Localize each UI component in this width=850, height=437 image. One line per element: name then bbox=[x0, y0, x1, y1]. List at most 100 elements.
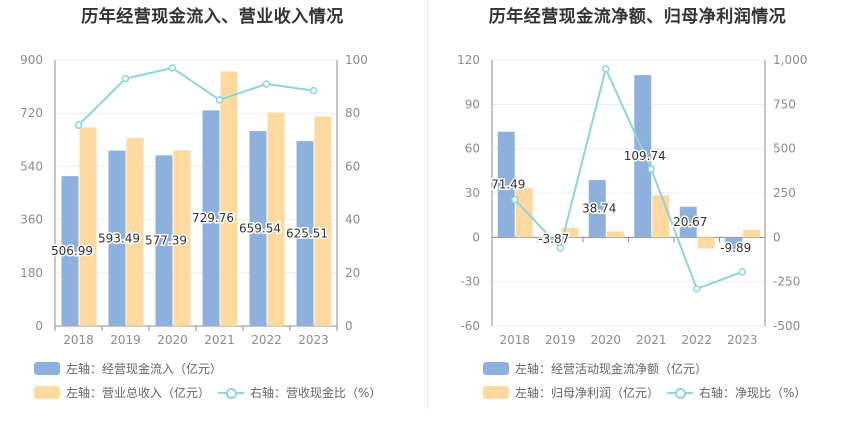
right-axis-tick-label: 0 bbox=[345, 319, 353, 333]
right-axis-tick-label: 0 bbox=[773, 230, 781, 244]
netcash-profit-panel: 历年经营现金流净额、归母净利润情况 -60 -30 0 30 60 90 120 -500 -2… bbox=[425, 0, 850, 437]
bar-series-1 bbox=[679, 206, 697, 238]
data-label: 577.39 bbox=[145, 234, 187, 248]
left-axis-tick-label: 360 bbox=[20, 213, 43, 227]
legend-line-icon bbox=[218, 386, 244, 400]
left-chart-title: 历年经营现金流入、营业收入情况 bbox=[81, 7, 344, 27]
bar-series-1 bbox=[634, 75, 652, 238]
right-axis-tick-label: -250 bbox=[773, 275, 800, 289]
right-chart: -60 -30 0 30 60 90 120 -500 -250 0 250 500 750 1,000 2… bbox=[457, 53, 807, 347]
x-axis-tick-label: 2018 bbox=[63, 333, 94, 347]
bar-series-2 bbox=[515, 187, 533, 238]
legend-swatch-net-profit bbox=[483, 386, 509, 399]
legend-swatch-cash-inflow bbox=[34, 362, 60, 375]
bar-series-2 bbox=[606, 231, 624, 238]
bar-series-1 bbox=[202, 110, 220, 327]
left-axis-tick-label: 30 bbox=[465, 186, 480, 200]
line-point bbox=[262, 80, 271, 88]
line-series bbox=[514, 65, 743, 291]
x-axis-tick-label: 2018 bbox=[499, 333, 530, 347]
x-axis-tick-label: 2021 bbox=[204, 333, 235, 347]
x-axis-tick-label: 2020 bbox=[157, 333, 188, 347]
data-label: 729.76 bbox=[192, 211, 234, 225]
left-axis-tick-label: 60 bbox=[465, 142, 480, 156]
right-axis-tick-label: -500 bbox=[773, 319, 800, 333]
left-axis-tick-label: 120 bbox=[457, 53, 480, 67]
legend-label-net-cash-ratio: 右轴：净现比（%） bbox=[699, 386, 807, 400]
legend-label-cash-inflow: 左轴：经营现金流入（亿元） bbox=[66, 362, 223, 376]
line-point bbox=[309, 86, 318, 95]
right-axis-tick-label: 80 bbox=[345, 106, 360, 120]
legend-item-cash-ratio[interactable]: 右轴：营收现金比（%） bbox=[218, 384, 381, 401]
line-point bbox=[556, 244, 564, 252]
left-axis-tick-label: 720 bbox=[20, 106, 43, 120]
right-axis-tick-label: 250 bbox=[773, 186, 796, 200]
legend-label-cash-ratio: 右轴：营收现金比（%） bbox=[250, 386, 382, 400]
line-point bbox=[693, 285, 701, 293]
bar-series-1 bbox=[249, 131, 267, 326]
bar-series-1 bbox=[155, 155, 173, 326]
legend-item-net-cash-ratio[interactable]: 右轴：净现比（%） bbox=[667, 384, 806, 401]
right-chart-title: 历年经营现金流净额、归母净利润情况 bbox=[488, 7, 787, 27]
right-axis-tick-label: 1,000 bbox=[773, 53, 807, 67]
bar-series-2 bbox=[126, 138, 144, 326]
right-axis-tick-label: 40 bbox=[345, 213, 360, 227]
legend-item-cash-inflow[interactable]: 左轴：经营现金流入（亿元） bbox=[34, 360, 222, 377]
line-point bbox=[121, 74, 130, 83]
legend-swatch-net-cash bbox=[483, 362, 509, 375]
bar-series-2 bbox=[267, 112, 285, 326]
left-axis-tick-label: 0 bbox=[35, 319, 43, 333]
x-axis-tick-label: 2022 bbox=[251, 333, 282, 347]
right-axis-tick-label: 100 bbox=[345, 53, 368, 67]
legend-label-net-cash: 左轴：经营活动现金流净额（亿元） bbox=[515, 362, 708, 376]
left-axis-tick-label: 900 bbox=[20, 53, 43, 67]
legend-label-revenue: 左轴：营业总收入（亿元） bbox=[66, 386, 211, 400]
left-axis-tick-label: -30 bbox=[460, 275, 480, 289]
right-axis-tick-label: 20 bbox=[345, 266, 360, 280]
bar-series-2 bbox=[561, 227, 579, 238]
legend-swatch-revenue bbox=[34, 386, 60, 399]
legend-item-net-profit[interactable]: 左轴：归母净利润（亿元） bbox=[483, 384, 659, 401]
x-axis-tick-label: 2019 bbox=[110, 333, 141, 347]
data-label: 38.74 bbox=[582, 202, 616, 216]
x-axis-tick-label: 2023 bbox=[298, 333, 329, 347]
data-label: 71.49 bbox=[491, 178, 525, 192]
left-axis-tick-label: -60 bbox=[460, 319, 480, 333]
line-series bbox=[77, 66, 314, 126]
line-point bbox=[738, 268, 746, 276]
left-axis-tick-label: 90 bbox=[465, 97, 480, 111]
left-axis-tick-label: 0 bbox=[472, 230, 480, 244]
data-label: -9.89 bbox=[720, 241, 751, 255]
bar-series-1 bbox=[61, 176, 79, 326]
x-axis-tick-label: 2022 bbox=[681, 333, 712, 347]
data-label: 593.49 bbox=[98, 231, 140, 245]
bar-series-1 bbox=[497, 131, 515, 238]
data-label: 659.54 bbox=[239, 222, 281, 236]
left-axis-tick-label: 180 bbox=[20, 266, 43, 280]
data-label: 506.99 bbox=[51, 244, 93, 258]
data-label: 625.51 bbox=[286, 227, 328, 241]
bar-series-2 bbox=[79, 127, 97, 327]
right-axis-tick-label: 500 bbox=[773, 142, 796, 156]
bar-series-1 bbox=[108, 150, 126, 326]
bar-series-2 bbox=[652, 195, 670, 238]
bar-series-2 bbox=[743, 229, 761, 238]
bar-series-1 bbox=[296, 141, 314, 326]
legend-item-net-cash[interactable]: 左轴：经营活动现金流净额（亿元） bbox=[483, 360, 707, 377]
bar-series-1 bbox=[588, 180, 606, 238]
legend-line-icon bbox=[667, 386, 693, 400]
line-point bbox=[511, 195, 519, 204]
data-label: 20.67 bbox=[673, 215, 707, 229]
x-axis-tick-label: 2023 bbox=[727, 333, 758, 347]
x-axis-tick-label: 2020 bbox=[590, 333, 621, 347]
line-point bbox=[215, 96, 224, 104]
line-point bbox=[74, 121, 83, 129]
x-axis-tick-label: 2021 bbox=[636, 333, 667, 347]
bar-series-2 bbox=[697, 237, 715, 249]
right-axis-tick-label: 60 bbox=[345, 159, 360, 173]
right-axis-tick-label: 750 bbox=[773, 97, 796, 111]
legend-item-revenue[interactable]: 左轴：营业总收入（亿元） bbox=[34, 384, 210, 401]
bar-series-2 bbox=[173, 150, 191, 326]
bar-series-2 bbox=[220, 71, 238, 326]
left-axis-tick-label: 540 bbox=[20, 159, 43, 173]
